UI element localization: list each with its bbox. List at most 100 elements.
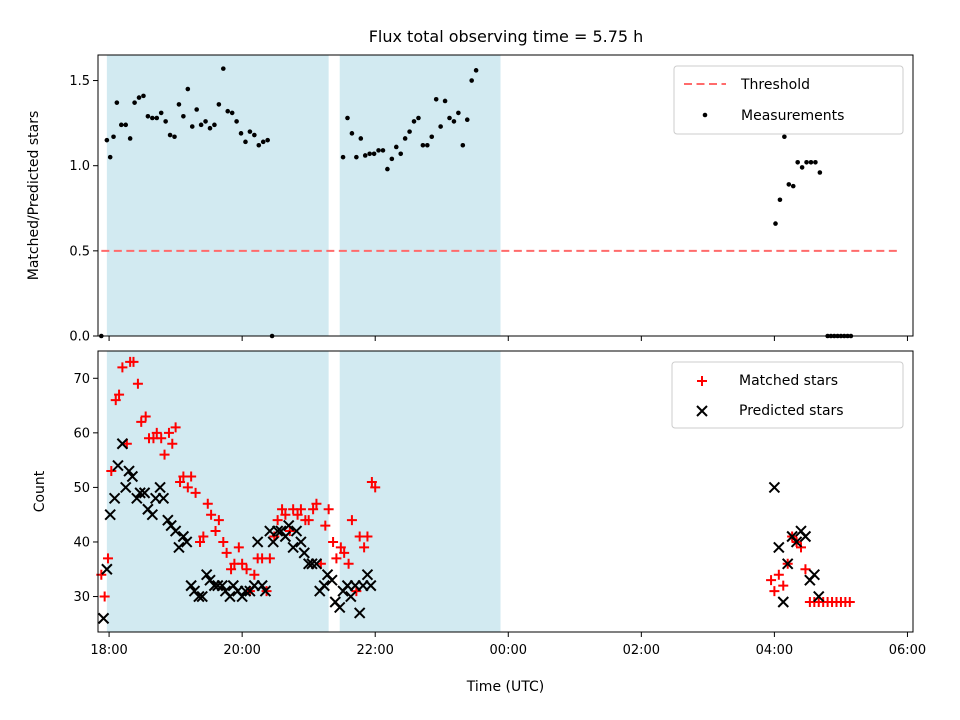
matched-star-point (170, 422, 181, 433)
predicted-star-point (768, 481, 781, 494)
matched-star-point (140, 411, 151, 422)
measurement-point (393, 144, 399, 150)
matched-star-point (99, 591, 110, 602)
matched-star-point (295, 504, 306, 515)
matched-star-point (769, 586, 780, 597)
legend-matched-label: Matched stars (739, 373, 838, 389)
legend-box (671, 361, 904, 429)
x-tick-label: 18:00 (90, 643, 127, 658)
measurement-point (158, 110, 164, 116)
matched-star-point (370, 482, 381, 493)
matched-star-point (151, 427, 162, 438)
predicted-star-point (287, 541, 299, 554)
matched-star-point (175, 476, 186, 487)
measurement-point (389, 156, 395, 162)
legend-matched-swatch (697, 376, 707, 386)
matched-star-point (210, 526, 221, 537)
predicted-star-point (108, 492, 121, 505)
measurement-point (145, 114, 151, 119)
measurement-point (260, 139, 266, 145)
measurement-point (167, 132, 173, 138)
predicted-star-point (326, 574, 338, 586)
measurement-point (349, 131, 355, 136)
predicted-star-point (279, 530, 292, 543)
predicted-star-point (318, 579, 330, 592)
matched-star-point (206, 509, 217, 520)
measurement-point (256, 142, 262, 148)
matched-star-point (366, 476, 377, 487)
matched-star-point (277, 504, 288, 515)
x-tick-label: 22:00 (356, 643, 393, 658)
predicted-star-point (154, 481, 166, 494)
legend-predicted-label: Predicted stars (739, 403, 844, 419)
matched-star-point (241, 564, 252, 575)
y-tick-label: 0.0 (69, 330, 90, 345)
matched-star-point (766, 575, 777, 586)
y-axis-label: Matched/Predicted stars (26, 111, 42, 281)
predicted-star-point (126, 470, 139, 483)
legend-measurements-label: Measurements (741, 108, 844, 124)
matched-star-point (339, 547, 350, 558)
matched-star-point (195, 536, 206, 547)
predicted-star-point (306, 558, 318, 570)
measurement-point (207, 125, 213, 131)
matched-star-point (117, 362, 128, 373)
matched-star-point (773, 569, 784, 580)
measurement-point (460, 142, 466, 148)
predicted-star-point (138, 487, 151, 499)
measurement-point (340, 154, 346, 160)
predicted-star-point (790, 536, 803, 548)
predicted-star-point (146, 508, 159, 521)
predicted-star-point (120, 481, 132, 494)
matched-star-point (778, 580, 789, 591)
y-tick-label: 1.5 (69, 74, 90, 89)
top-panel-ratio: 0.0 0.5 1.0 1.5 Matched/Predicted stars Thres… (26, 54, 914, 345)
predicted-star-point (295, 536, 307, 548)
measurement-point (181, 114, 186, 119)
predicted-star-point (212, 579, 224, 592)
y-tick-label: 70 (73, 372, 90, 387)
predicted-star-point (345, 590, 357, 603)
measurement-point (203, 119, 208, 124)
matched-star-point (359, 542, 370, 553)
matched-star-point (182, 482, 193, 493)
measurement-point (786, 182, 792, 187)
measurement-point (247, 129, 253, 134)
predicted-star-point (365, 579, 377, 592)
predicted-star-point (112, 459, 124, 472)
measurement-point (362, 153, 368, 158)
measurement-point (114, 100, 120, 105)
matched-star-point (213, 515, 224, 526)
predicted-star-point (251, 536, 264, 548)
measurement-point (198, 122, 204, 128)
measurement-point (194, 107, 199, 112)
legend-measurements-swatch (702, 112, 708, 118)
measurement-point (354, 154, 359, 160)
y-tick-label: 0.5 (69, 244, 90, 259)
matched-star-point (202, 498, 213, 509)
matched-star-point (114, 389, 125, 400)
predicted-star-point (224, 590, 236, 603)
predicted-star-point (123, 465, 135, 477)
predicted-star-point (310, 558, 323, 570)
predicted-star-point (236, 590, 248, 603)
measurement-point (150, 115, 155, 121)
predicted-star-point (162, 514, 174, 526)
matched-star-point (102, 553, 113, 564)
predicted-star-point (813, 590, 825, 603)
measurement-point (216, 102, 222, 107)
bottom-panel-counts: 30 40 50 60 70 18:00 20:00 22:00 00:00 02:00 04:00… (32, 350, 926, 695)
matched-star-point (186, 471, 197, 482)
measurement-point (154, 115, 160, 121)
measurement-point (799, 165, 805, 170)
matched-star-point (132, 378, 143, 389)
measurement-point (104, 137, 110, 143)
matched-star-point (190, 487, 201, 498)
measurement-point (189, 124, 195, 129)
measurement-point (376, 148, 381, 153)
measurement-point (385, 166, 390, 172)
predicted-star-point (239, 585, 252, 597)
measurement-point (420, 142, 426, 148)
measurement-point (107, 154, 113, 160)
